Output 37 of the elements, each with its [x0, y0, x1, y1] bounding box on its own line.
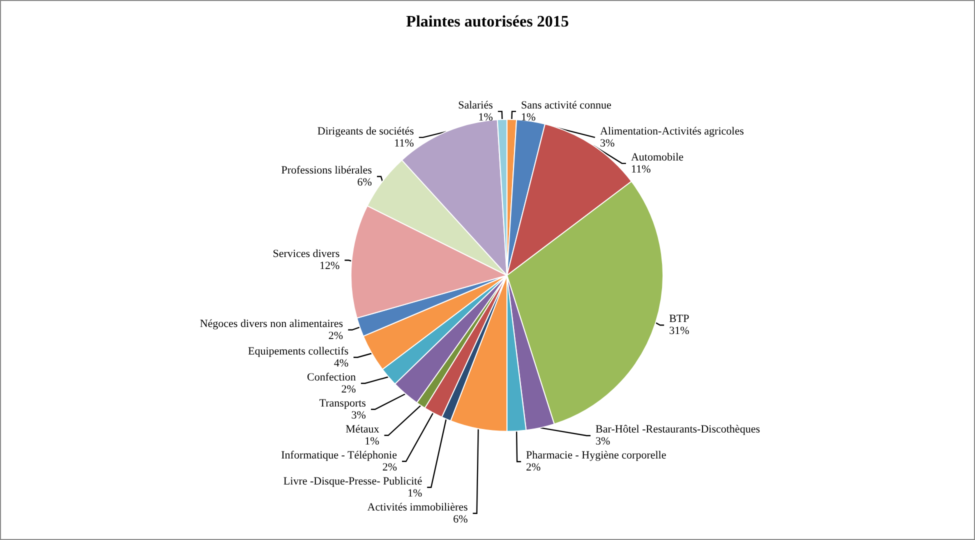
slice-label: Sans activité connue — [521, 99, 612, 112]
data-label: 1% — [521, 111, 536, 124]
slice-label: Négoces divers non alimentaires — [200, 318, 344, 330]
data-label: 2% — [328, 330, 344, 342]
slice-label: Activités immobilières — [367, 501, 468, 514]
data-label: 12% — [319, 260, 340, 272]
slice-label: Professions libérales — [281, 164, 372, 177]
data-label: 1% — [364, 435, 380, 448]
data-label: 1% — [478, 111, 493, 124]
slice-label: Automobile — [630, 151, 684, 164]
slice-label: Alimentation-Activités agricoles — [600, 125, 744, 138]
data-label: 31% — [669, 325, 690, 338]
data-label: 3% — [596, 436, 610, 448]
data-label: 11% — [394, 137, 414, 150]
data-label: 11% — [630, 163, 651, 176]
slice-label: Services divers — [272, 248, 340, 260]
data-label: 6% — [453, 513, 468, 526]
slice-label: Confection — [307, 371, 356, 384]
slice-label: Informatique - Téléphonie — [281, 449, 398, 462]
slice-label: Bar-Hôtel -Restaurants-Discothèques — [596, 424, 760, 436]
slice-label: Equipements collectifs — [248, 345, 349, 358]
slice-label: Pharmacie - Hygiène corporelle — [526, 450, 666, 462]
slice-label: BTP — [669, 313, 690, 326]
data-label: 2% — [341, 383, 356, 396]
slice-label: Métaux — [346, 423, 380, 436]
data-label: 3% — [351, 409, 366, 422]
data-label: 1% — [407, 487, 422, 500]
slice-label: Transports — [319, 397, 366, 410]
data-label: 3% — [600, 137, 615, 150]
data-label: 2% — [526, 462, 541, 474]
chart-title: Plaintes autorisées 2015 — [406, 14, 569, 30]
slice-label: Dirigeants de sociétés — [317, 125, 414, 138]
data-label: 6% — [357, 176, 372, 189]
slice-label: Salariés — [458, 99, 493, 112]
data-label: 2% — [382, 461, 398, 474]
data-label: 4% — [334, 357, 349, 370]
slice-label: Livre -Disque-Presse- Publicité — [283, 475, 422, 488]
